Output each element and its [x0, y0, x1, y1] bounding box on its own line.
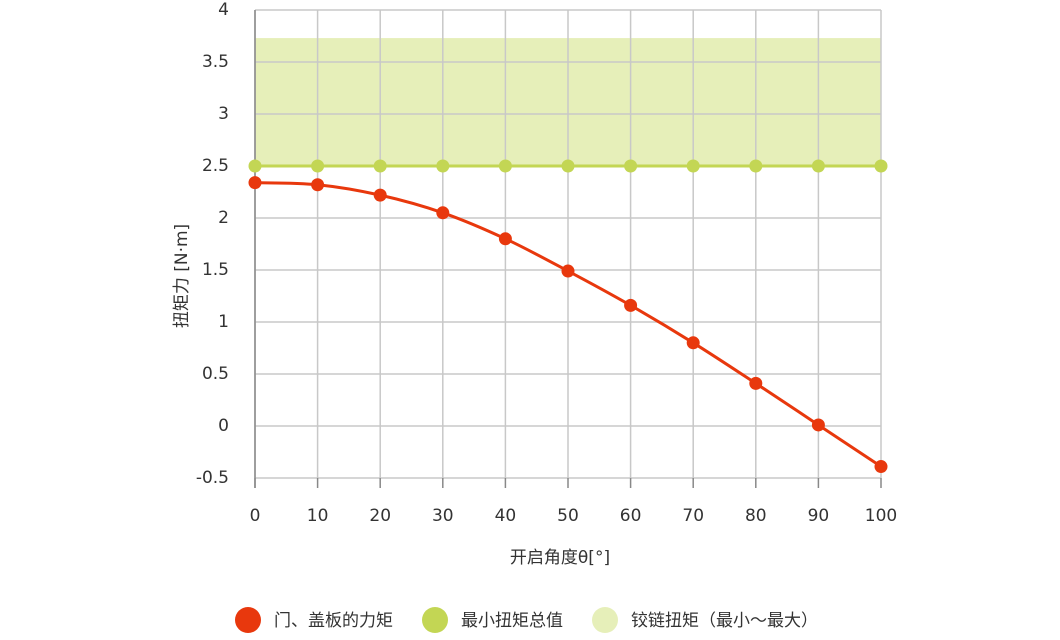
x-tick-label: 40 — [495, 506, 517, 526]
y-tick-label: -0.5 — [196, 468, 229, 488]
data-point — [311, 178, 325, 192]
data-point — [373, 188, 387, 202]
x-tick-label: 0 — [250, 506, 261, 526]
y-tick-label: 3.5 — [202, 52, 229, 72]
legend-marker — [422, 607, 448, 633]
data-point — [436, 159, 450, 173]
y-tick-label: 0 — [218, 416, 229, 436]
y-tick-label: 3 — [218, 104, 229, 124]
x-tick-label: 70 — [682, 506, 704, 526]
x-tick-label: 50 — [557, 506, 579, 526]
data-point — [248, 159, 262, 173]
y-tick-label: 4 — [218, 0, 229, 20]
x-tick-label: 10 — [307, 506, 329, 526]
data-point — [749, 376, 763, 390]
data-point — [373, 159, 387, 173]
x-tick-label: 100 — [865, 506, 897, 526]
data-point — [811, 418, 825, 432]
data-point — [874, 159, 888, 173]
x-tick-label: 60 — [620, 506, 642, 526]
legend-marker — [235, 607, 261, 633]
y-tick-label: 0.5 — [202, 364, 229, 384]
legend-marker — [592, 607, 618, 633]
x-tick-label: 20 — [369, 506, 391, 526]
x-tick-label: 90 — [808, 506, 830, 526]
data-point — [248, 176, 262, 190]
x-tick-label: 30 — [432, 506, 454, 526]
x-axis-label: 开启角度θ[°] — [510, 548, 610, 568]
data-point — [624, 298, 638, 312]
data-point — [749, 159, 763, 173]
y-tick-label: 1 — [218, 312, 229, 332]
legend-label: 最小扭矩总值 — [461, 611, 563, 631]
legend-label: 铰链扭矩（最小～最大） — [631, 611, 818, 631]
data-point — [311, 159, 325, 173]
data-point — [498, 159, 512, 173]
y-axis-label: 扭矩力 [N·m] — [172, 224, 192, 328]
data-point — [498, 232, 512, 246]
y-tick-label: 1.5 — [202, 260, 229, 280]
y-tick-label: 2 — [218, 208, 229, 228]
x-tick-label: 80 — [745, 506, 767, 526]
data-point — [874, 460, 888, 474]
legend-label: 门、盖板的力矩 — [274, 611, 393, 631]
data-point — [811, 159, 825, 173]
data-point — [624, 159, 638, 173]
data-point — [436, 206, 450, 220]
data-point — [561, 159, 575, 173]
y-tick-label: 2.5 — [202, 156, 229, 176]
data-point — [561, 264, 575, 278]
data-point — [686, 159, 700, 173]
data-point — [686, 336, 700, 350]
